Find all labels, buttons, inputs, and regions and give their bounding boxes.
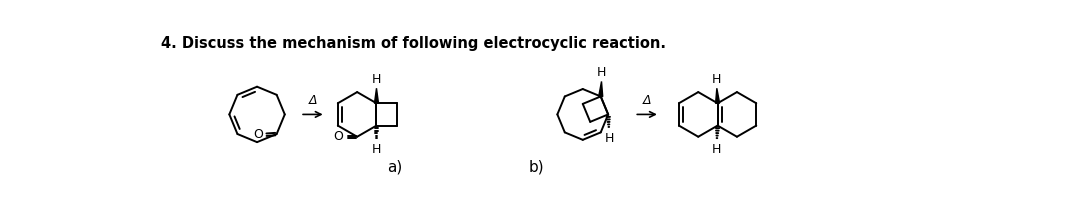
Text: H: H [372,73,381,85]
Text: a): a) [387,159,403,174]
Text: b): b) [528,159,544,174]
Polygon shape [598,81,603,97]
Text: Δ: Δ [309,94,318,107]
Text: H: H [604,132,613,145]
Text: H: H [712,73,721,85]
Polygon shape [375,88,378,103]
Text: O: O [253,128,262,141]
Text: O: O [334,130,343,143]
Polygon shape [716,88,719,103]
Text: H: H [597,66,606,79]
Text: H: H [372,143,381,156]
Text: H: H [712,143,721,156]
Text: 4. Discuss the mechanism of following electrocyclic reaction.: 4. Discuss the mechanism of following el… [161,36,665,51]
Text: Δ: Δ [643,94,651,107]
